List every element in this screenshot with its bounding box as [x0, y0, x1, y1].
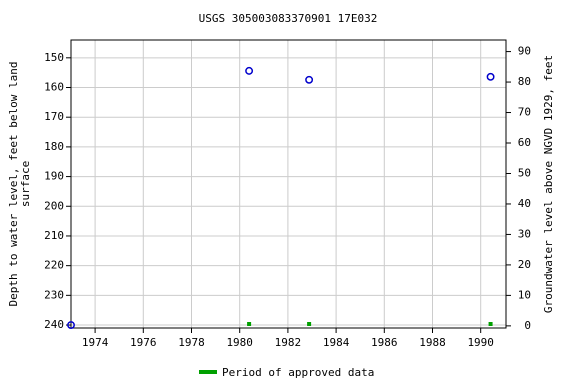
y2-axis-label: Groundwater level above NGVD 1929, feet	[542, 55, 555, 313]
y-tick-label: 220	[44, 259, 64, 272]
y2-tick-label: 20	[518, 258, 531, 271]
y-axis-label-line: Depth to water level, feet below land	[7, 61, 20, 306]
approved-mark	[247, 322, 252, 326]
y2-tick-label: 0	[524, 319, 531, 332]
x-tick-label: 1988	[419, 336, 446, 349]
x-tick-label: 1974	[82, 336, 109, 349]
y-tick-label: 150	[44, 51, 64, 64]
x-tick-label: 1980	[226, 336, 253, 349]
y-tick-label: 190	[44, 170, 64, 183]
x-tick-label: 1976	[130, 336, 157, 349]
data-point	[486, 72, 495, 81]
data-point	[305, 75, 314, 84]
x-tick-label: 1986	[371, 336, 398, 349]
y-axis-label: Depth to water level, feet below landsur…	[7, 61, 32, 306]
data-point	[67, 321, 75, 329]
y2-tick-label: 80	[518, 75, 531, 88]
approved-mark	[307, 322, 312, 326]
y2-tick-label: 90	[518, 45, 531, 58]
y2-tick-label: 10	[518, 288, 531, 301]
y2-tick-label: 40	[518, 197, 531, 210]
y-tick-label: 200	[44, 199, 64, 212]
y-axis-label-line: surface	[19, 161, 32, 207]
y2-tick-label: 60	[518, 136, 531, 149]
plot-frame	[70, 39, 507, 329]
legend-label: Period of approved data	[222, 366, 374, 379]
y-tick-label: 180	[44, 140, 64, 153]
x-tick-label: 1982	[275, 336, 302, 349]
data-point	[245, 66, 254, 75]
y2-tick-label: 50	[518, 166, 531, 179]
x-tick-label: 1978	[178, 336, 205, 349]
x-tick-label: 1990	[467, 336, 494, 349]
y-tick-label: 230	[44, 288, 64, 301]
y-tick-label: 160	[44, 81, 64, 94]
y2-tick-label: 30	[518, 227, 531, 240]
x-tick-label: 1984	[323, 336, 350, 349]
y-tick-label: 240	[44, 318, 64, 331]
y-tick-label: 170	[44, 110, 64, 123]
y2-tick-label: 70	[518, 106, 531, 119]
chart-title: USGS 305003083370901 17E032	[199, 12, 378, 25]
approved-mark	[488, 322, 493, 326]
y-tick-label: 210	[44, 229, 64, 242]
